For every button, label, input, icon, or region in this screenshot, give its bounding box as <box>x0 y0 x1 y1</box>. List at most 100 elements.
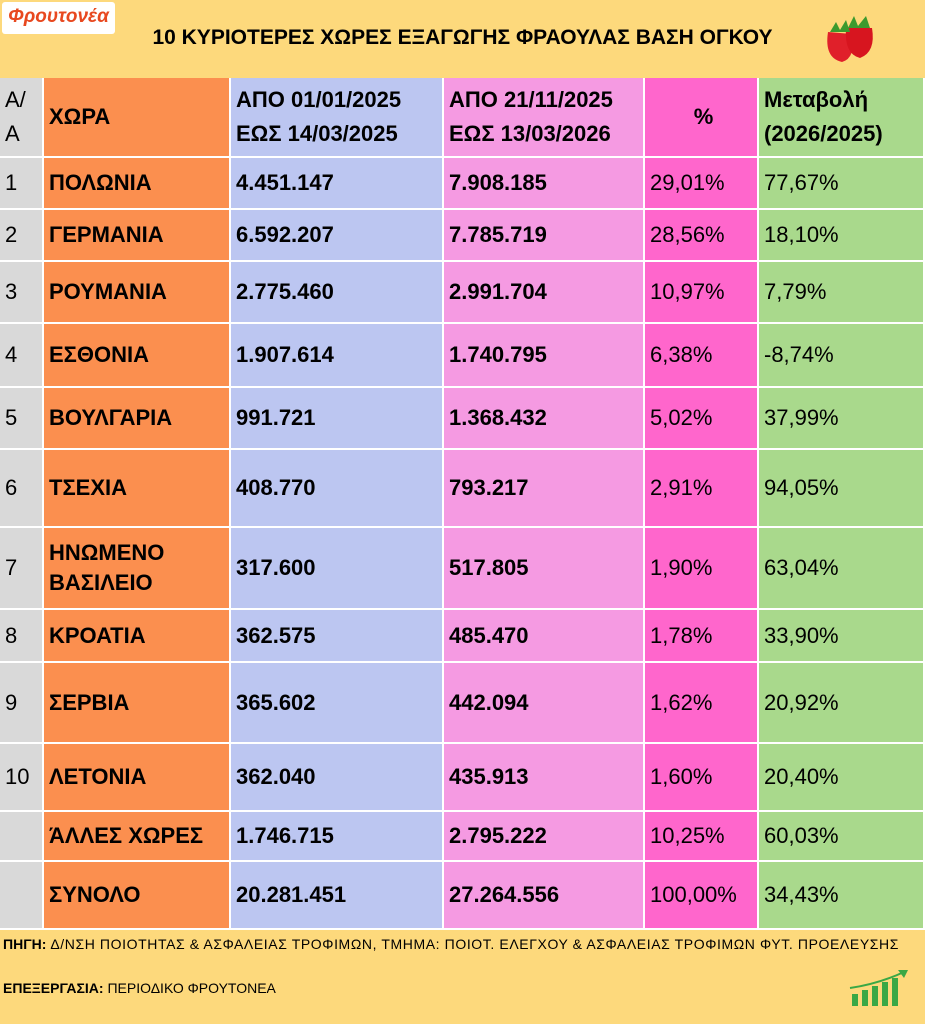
cell-text: 27.264.556 <box>449 882 560 907</box>
header-cell: ΧΩΡΑ <box>44 78 231 158</box>
table-cell: 2.775.460 <box>231 262 444 324</box>
cell-text: 8 <box>5 622 18 648</box>
processing-text: ΠΕΡΙΟΔΙΚΟ ΦΡΟΥΤΟΝΕΑ <box>107 980 276 996</box>
cell-text: 6,38% <box>650 342 713 367</box>
cell-text: 6.592.207 <box>236 222 334 247</box>
table-cell: 2,91% <box>645 450 759 528</box>
cell-text: 317.600 <box>236 555 316 580</box>
table-cell: 4 <box>0 324 44 388</box>
table-cell: ΚΡΟΑΤΙΑ <box>44 610 231 663</box>
table-cell: 27.264.556 <box>444 862 645 930</box>
source-label: ΠΗΓΗ: <box>3 936 47 952</box>
cell-text: 2 <box>5 222 18 247</box>
header-cell: Α/Α <box>0 78 44 158</box>
header-cell: ΑΠΟ 01/01/2025 ΕΩΣ 14/03/2025 <box>231 78 444 158</box>
title: 10 ΚΥΡΙΟΤΕΡΕΣ ΧΩΡΕΣ ΕΞΑΓΩΓΗΣ ΦΡΑΟΥΛΑΣ ΒΑ… <box>152 26 773 49</box>
cell-text: 37,99% <box>764 405 839 430</box>
processing-note: ΕΠΕΞΕΡΓΑΣΙΑ: ΠΕΡΙΟΔΙΚΟ ΦΡΟΥΤΟΝΕΑ <box>3 978 276 998</box>
cell-text: 5 <box>5 405 18 430</box>
table-cell: 5,02% <box>645 388 759 450</box>
cell-text: 29,01% <box>650 170 725 195</box>
cell-text: 7 <box>5 555 18 580</box>
table-cell <box>0 862 44 930</box>
cell-text: 100,00% <box>650 882 737 907</box>
table-cell: ΕΣΘΟΝΙΑ <box>44 324 231 388</box>
cell-text: 1,60% <box>650 764 713 789</box>
cell-text: 4 <box>5 342 18 367</box>
table-cell: ΗΝΩΜΕΝΟ ΒΑΣΙΛΕΙΟ <box>44 528 231 610</box>
header-text: ΑΠΟ 21/11/2025 <box>449 87 613 112</box>
cell-text: 3 <box>5 279 18 304</box>
header-text: ΧΩΡΑ <box>49 104 111 129</box>
table-cell: 7,79% <box>759 262 925 324</box>
table-cell: 1.746.715 <box>231 812 444 862</box>
table-cell: 20,40% <box>759 744 925 812</box>
table-cell: ΛΕΤΟΝΙΑ <box>44 744 231 812</box>
source-text: Δ/ΝΣΗ ΠΟΙΟΤΗΤΑΣ & ΑΣΦΑΛΕΙΑΣ ΤΡΟΦΙΜΩΝ, ΤΜ… <box>50 936 899 952</box>
cell-text: 1,78% <box>650 622 713 648</box>
table-cell: 1,60% <box>645 744 759 812</box>
table-cell: 94,05% <box>759 450 925 528</box>
logo-text: Φρουτονέα <box>8 6 109 27</box>
cell-text: 485.470 <box>449 622 529 648</box>
table-cell: 7.908.185 <box>444 158 645 210</box>
table-cell <box>0 812 44 862</box>
cell-text: 77,67% <box>764 170 839 195</box>
cell-text: 1,90% <box>650 555 713 580</box>
cell-text: 28,56% <box>650 222 725 247</box>
cell-text: 10,25% <box>650 823 725 848</box>
header-cell: Μεταβολή (2026/2025) <box>759 78 925 158</box>
cell-text: ΛΕΤΟΝΙΑ <box>49 764 147 789</box>
cell-text: ΡΟΥΜΑΝΙΑ <box>49 279 167 304</box>
header-text: % <box>693 104 714 129</box>
header-cell: ΑΠΟ 21/11/2025 ΕΩΣ 13/03/2026 <box>444 78 645 158</box>
cell-text: 793.217 <box>449 475 529 500</box>
table-cell: 6,38% <box>645 324 759 388</box>
table-cell: 9 <box>0 663 44 744</box>
table-cell: 991.721 <box>231 388 444 450</box>
table-cell: ΆΛΛΕΣ ΧΩΡΕΣ <box>44 812 231 862</box>
table-cell: 485.470 <box>444 610 645 663</box>
cell-text: 362.040 <box>236 764 316 789</box>
cell-text: ΆΛΛΕΣ ΧΩΡΕΣ <box>49 823 204 848</box>
table-cell: ΤΣΕΧΙΑ <box>44 450 231 528</box>
cell-text: 4.451.147 <box>236 170 334 195</box>
table-cell: 8 <box>0 610 44 663</box>
table-cell: 29,01% <box>645 158 759 210</box>
cell-text: ΣΕΡΒΙΑ <box>49 689 130 715</box>
table-cell: 28,56% <box>645 210 759 262</box>
cell-text: 9 <box>5 689 18 715</box>
table-cell: 1 <box>0 158 44 210</box>
cell-text: 60,03% <box>764 823 839 848</box>
table-cell: 100,00% <box>645 862 759 930</box>
table-cell: 1.368.432 <box>444 388 645 450</box>
table-cell: 37,99% <box>759 388 925 450</box>
header-text: ΕΩΣ 13/03/2026 <box>449 121 611 146</box>
header-cell: % <box>645 78 759 158</box>
cell-text: 435.913 <box>449 764 529 789</box>
table-cell: 1,78% <box>645 610 759 663</box>
header-text: Μεταβολή <box>764 87 869 112</box>
cell-text: ΕΣΘΟΝΙΑ <box>49 342 149 367</box>
table-cell: 5 <box>0 388 44 450</box>
table-cell: 2.795.222 <box>444 812 645 862</box>
table-cell: 20,92% <box>759 663 925 744</box>
cell-text: 6 <box>5 475 18 500</box>
table-cell: ΓΕΡΜΑΝΙΑ <box>44 210 231 262</box>
table-cell: 1,62% <box>645 663 759 744</box>
cell-text: 442.094 <box>449 689 529 715</box>
header-text: (2026/2025) <box>764 121 883 146</box>
cell-text: 517.805 <box>449 555 529 580</box>
cell-text: 7,79% <box>764 279 827 304</box>
table-cell: -8,74% <box>759 324 925 388</box>
cell-text: 20,40% <box>764 764 839 789</box>
table-cell: ΣΥΝΟΛΟ <box>44 862 231 930</box>
table-cell: 60,03% <box>759 812 925 862</box>
header-text: ΕΩΣ 14/03/2025 <box>236 121 398 146</box>
table-cell: 1.907.614 <box>231 324 444 388</box>
cell-text: 20.281.451 <box>236 882 347 907</box>
table-cell: 6 <box>0 450 44 528</box>
cell-text: 362.575 <box>236 622 316 648</box>
table-cell: 18,10% <box>759 210 925 262</box>
